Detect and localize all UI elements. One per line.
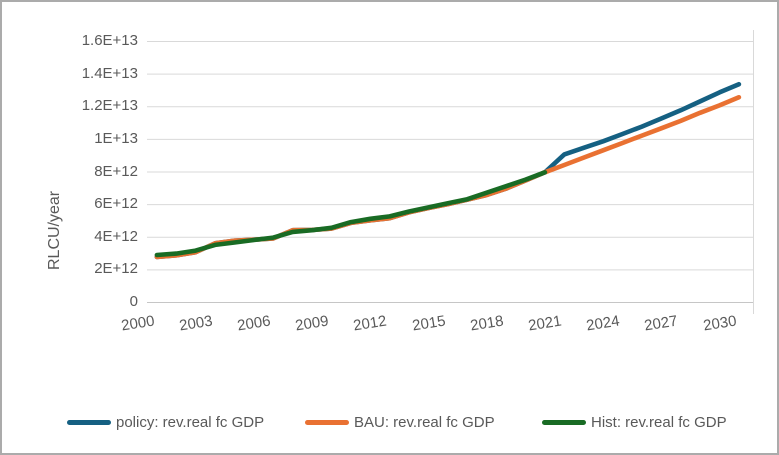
y-axis-tick-label: 1.6E+13: [81, 32, 138, 49]
legend-label-policy: policy: rev.real fc GDP: [116, 413, 265, 431]
y-axis-tick-label: 6E+12: [94, 195, 138, 213]
legend-item-hist: Hist: rev.real fc GDP: [542, 412, 727, 432]
y-axis-tick-label: 1E+13: [94, 129, 138, 147]
y-axis-tick-label: 4E+12: [94, 227, 138, 245]
series-line-hist: [154, 170, 548, 258]
y-axis-tick-label: 1.4E+13: [81, 64, 138, 82]
y-axis-tick-label: 0: [129, 293, 138, 310]
legend-item-policy: policy: rev.real fc GDP: [67, 412, 264, 432]
y-axis-tick-label: 2E+12: [94, 260, 138, 278]
series-line-policy: [154, 81, 742, 260]
legend-item-bau: BAU: rev.real fc GDP: [305, 412, 495, 432]
legend-line-marker-icon: [305, 419, 349, 425]
legend-label-bau: BAU: rev.real fc GDP: [354, 413, 495, 431]
y-axis-tick-label: 1.2E+13: [81, 97, 138, 115]
legend: policy: rev.real fc GDP BAU: rev.real fc …: [2, 412, 777, 438]
y-axis-tick-label: 8E+12: [94, 162, 138, 180]
legend-label-hist: Hist: rev.real fc GDP: [591, 413, 727, 431]
legend-line-marker-icon: [542, 419, 586, 425]
legend-line-marker-icon: [67, 419, 111, 425]
